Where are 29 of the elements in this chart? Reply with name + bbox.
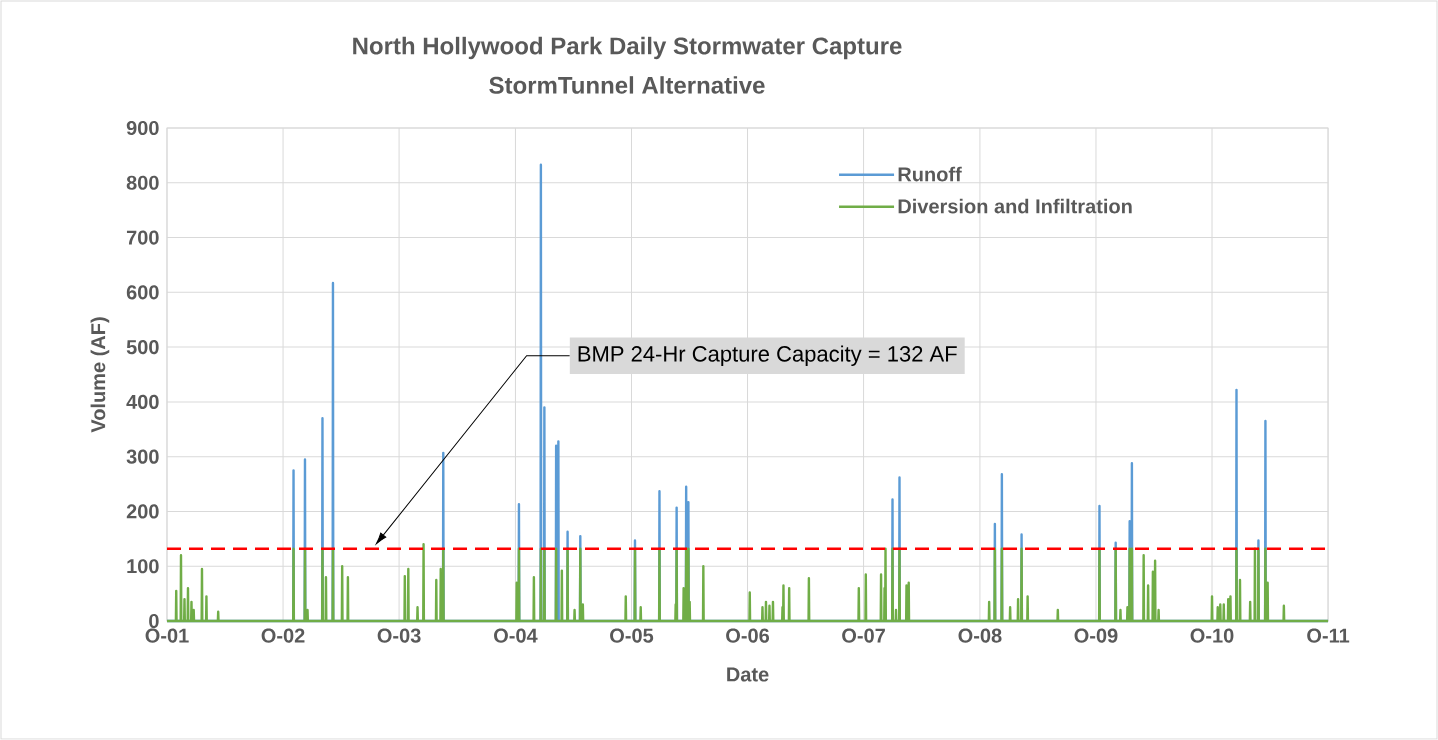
y-tick-label: 700 [126,230,159,245]
y-tick-label: 800 [126,175,159,190]
legend-label: Runoff [898,166,962,182]
y-tick-label: 400 [126,394,159,409]
x-tick-label: O-03 [377,628,421,643]
x-tick-label: O-09 [1074,628,1118,643]
x-tick-label: O-06 [726,628,770,643]
x-tick-label: O-05 [610,628,654,643]
x-tick-label: O-10 [1190,628,1234,643]
y-tick-label: 200 [126,504,159,519]
y-tick-label: 100 [127,559,159,574]
annotation: BMP 24-Hr Capture Capacity = 132 AF [578,345,957,367]
x-tick-label: O-02 [261,628,305,643]
y-tick-label: 500 [126,340,159,355]
x-tick-label: O-07 [842,628,885,643]
x-tick-label: O-01 [145,628,189,643]
y-axis-title: Volume (AF) [90,317,110,433]
y-tick-label: 300 [126,449,159,464]
x-tick-label: O-11 [1307,628,1350,643]
chart-title: North Hollywood Park Daily Stormwater Capture [353,36,902,60]
y-tick-label: 900 [126,120,159,136]
x-tick-label: O-04 [494,628,538,643]
line-series [165,543,1330,623]
x-tick-label: O-08 [958,628,1002,643]
y-tick-label: 0 [149,613,159,629]
y-tick-label: 600 [126,285,159,300]
x-axis-title: Date [727,667,769,682]
legend-label: Diversion and Infiltration [898,198,1132,214]
chart-subtitle: StormTunnel Alternative [489,76,765,94]
